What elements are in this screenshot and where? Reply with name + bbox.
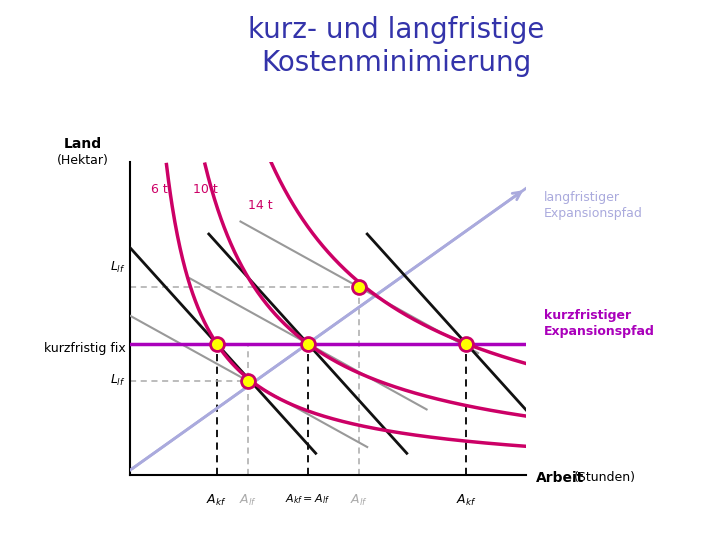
Text: kurzfristiger
Expansionspfad: kurzfristiger Expansionspfad: [544, 309, 654, 339]
Text: (Stunden): (Stunden): [574, 471, 636, 484]
Text: $A_{kf}$: $A_{kf}$: [207, 492, 227, 508]
Text: 10 t: 10 t: [193, 183, 217, 197]
Text: $L_{lf}$: $L_{lf}$: [110, 260, 126, 275]
Text: $A_{kf}=A_{lf}$: $A_{kf}=A_{lf}$: [285, 492, 330, 506]
Text: Land: Land: [64, 137, 102, 151]
Text: (Hektar): (Hektar): [57, 154, 109, 167]
Text: Arbeit: Arbeit: [536, 471, 585, 485]
Text: $A_{lf}$: $A_{lf}$: [240, 492, 257, 508]
Text: $L_{lf}$: $L_{lf}$: [110, 373, 126, 388]
Text: langfristiger
Expansionspfad: langfristiger Expansionspfad: [544, 191, 642, 220]
Text: kurz- und langfristige
Kostenminimierung: kurz- und langfristige Kostenminimierung: [248, 16, 544, 77]
Text: kurzfristig fix: kurzfristig fix: [44, 342, 126, 355]
Text: $A_{lf}$: $A_{lf}$: [351, 492, 368, 508]
Text: 6 t: 6 t: [151, 183, 168, 197]
Text: 14 t: 14 t: [248, 199, 273, 212]
Text: $A_{kf}$: $A_{kf}$: [456, 492, 477, 508]
